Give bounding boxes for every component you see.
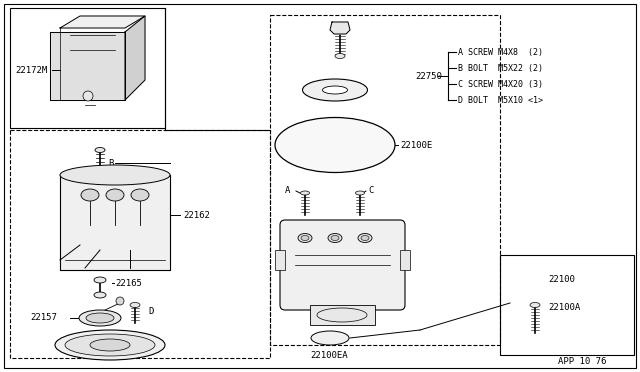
Bar	[500, 255, 634, 355]
Ellipse shape	[94, 277, 106, 283]
Ellipse shape	[275, 118, 395, 173]
Circle shape	[116, 297, 124, 305]
Ellipse shape	[358, 234, 372, 243]
Ellipse shape	[106, 189, 124, 201]
Ellipse shape	[131, 189, 149, 201]
Ellipse shape	[86, 313, 114, 323]
Text: A: A	[285, 186, 291, 195]
Bar	[10, 8, 165, 128]
Bar	[400, 250, 410, 270]
Text: 22750: 22750	[415, 71, 442, 80]
Text: 22100A: 22100A	[548, 304, 580, 312]
Polygon shape	[330, 22, 350, 34]
Ellipse shape	[323, 86, 348, 94]
Ellipse shape	[90, 339, 130, 351]
Ellipse shape	[94, 292, 106, 298]
Text: D: D	[148, 308, 154, 317]
Ellipse shape	[81, 189, 99, 201]
Ellipse shape	[60, 165, 170, 185]
Ellipse shape	[65, 334, 155, 356]
Text: C SCREW M4X20 (3): C SCREW M4X20 (3)	[458, 80, 543, 89]
Ellipse shape	[79, 310, 121, 326]
Bar	[275, 250, 285, 270]
Polygon shape	[50, 32, 125, 100]
Bar	[310, 305, 375, 325]
Ellipse shape	[303, 79, 367, 101]
Ellipse shape	[331, 235, 339, 241]
Text: B: B	[108, 158, 113, 167]
Text: 22165: 22165	[115, 279, 142, 288]
Polygon shape	[125, 16, 145, 100]
Text: B BOLT  M5X22 (2): B BOLT M5X22 (2)	[458, 64, 543, 73]
Ellipse shape	[335, 54, 345, 58]
Ellipse shape	[530, 302, 540, 308]
Ellipse shape	[311, 331, 349, 345]
Ellipse shape	[328, 234, 342, 243]
Polygon shape	[60, 16, 145, 28]
Text: 22162: 22162	[183, 211, 210, 219]
Ellipse shape	[55, 330, 165, 360]
Text: 22157: 22157	[30, 314, 57, 323]
Ellipse shape	[355, 191, 365, 195]
Text: 22172M: 22172M	[15, 65, 47, 74]
Polygon shape	[60, 175, 170, 270]
Ellipse shape	[361, 235, 369, 241]
Ellipse shape	[301, 235, 309, 241]
Ellipse shape	[298, 234, 312, 243]
Ellipse shape	[130, 302, 140, 308]
Text: D BOLT  M5X10 <1>: D BOLT M5X10 <1>	[458, 96, 543, 105]
Text: 22100EA: 22100EA	[310, 350, 348, 359]
Text: C: C	[368, 186, 373, 195]
Text: A SCREW M4X8  (2): A SCREW M4X8 (2)	[458, 48, 543, 57]
Bar	[10, 130, 270, 358]
Ellipse shape	[301, 191, 310, 195]
Ellipse shape	[317, 308, 367, 322]
Text: 22100: 22100	[548, 276, 575, 285]
Bar	[270, 15, 500, 345]
Ellipse shape	[95, 148, 105, 153]
Text: 22100E: 22100E	[400, 141, 432, 150]
FancyBboxPatch shape	[280, 220, 405, 310]
Circle shape	[83, 91, 93, 101]
Text: APP 10 76: APP 10 76	[558, 356, 606, 366]
